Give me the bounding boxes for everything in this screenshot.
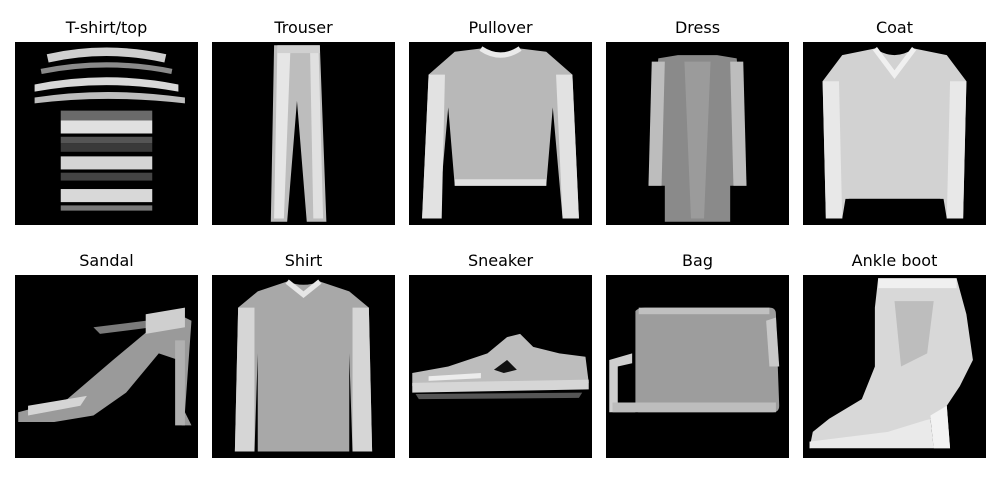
panel-title: Sandal [79, 251, 134, 270]
panel-title: Ankle boot [851, 251, 938, 270]
trouser-image [212, 42, 395, 225]
ankle-boot-image [803, 275, 986, 458]
sneaker-image [409, 275, 592, 458]
dress-image [606, 42, 789, 225]
panel-title: T-shirt/top [65, 18, 148, 37]
panel-title: Trouser [274, 18, 333, 37]
coat-image [803, 42, 986, 225]
sandal-image [15, 275, 198, 458]
bag-image [606, 275, 789, 458]
panel-title: Shirt [284, 251, 323, 270]
pullover-image [409, 42, 592, 225]
panel-title: Pullover [468, 18, 533, 37]
shirt-image [212, 275, 395, 458]
panel-title: Sneaker [467, 251, 534, 270]
panel-title: Bag [682, 251, 713, 270]
panel-title: Dress [674, 18, 721, 37]
panel-title: Coat [875, 18, 914, 37]
tshirt-top-image [15, 42, 198, 225]
